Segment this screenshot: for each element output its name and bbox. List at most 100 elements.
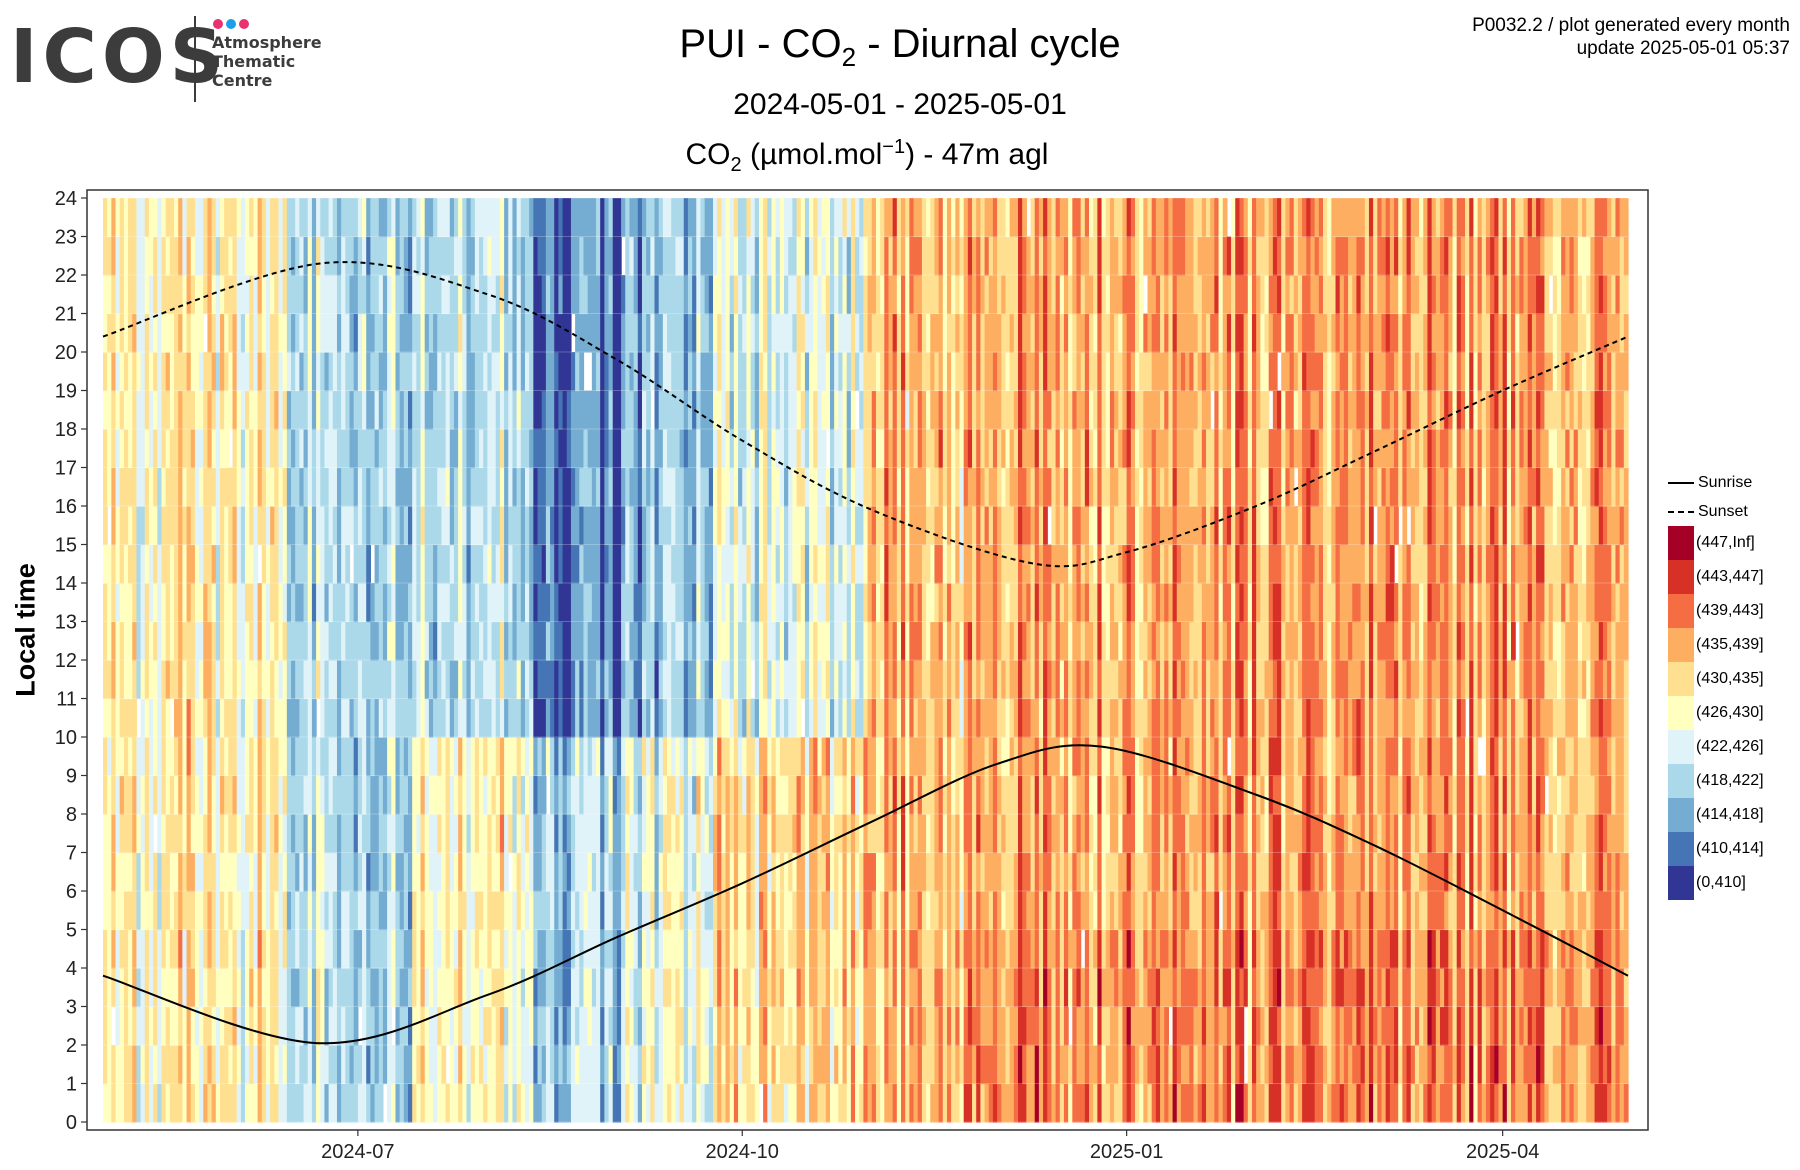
heatmap-cell (896, 814, 902, 854)
heatmap-cell (942, 506, 948, 546)
heatmap-cell (850, 1083, 856, 1123)
heatmap-cell (850, 852, 856, 892)
heatmap-cell (562, 968, 568, 1008)
heatmap-cell (445, 544, 451, 584)
heatmap-cell (286, 621, 292, 661)
heatmap-cell (687, 313, 693, 353)
heatmap-cell (888, 891, 894, 931)
heatmap-cell (433, 852, 438, 892)
heatmap-cell (357, 1045, 363, 1085)
heatmap-cell (186, 198, 192, 238)
heatmap-cell (566, 1083, 572, 1123)
heatmap-cell (111, 698, 117, 738)
heatmap-cell (487, 814, 493, 854)
heatmap-cell (570, 698, 576, 738)
heatmap-cell (888, 968, 894, 1008)
heatmap-cell (667, 852, 672, 892)
heatmap-cell (896, 583, 902, 623)
heatmap-cell (107, 775, 112, 815)
heatmap-cell (512, 737, 518, 777)
heatmap-cell (165, 429, 171, 469)
heatmap-cell (767, 775, 773, 815)
heatmap-cell (758, 737, 764, 777)
heatmap-cell (825, 775, 831, 815)
heatmap-cell (967, 775, 973, 815)
heatmap-cell (148, 275, 154, 315)
heatmap-cell (186, 390, 192, 430)
heatmap-cell (771, 737, 777, 777)
heatmap-cell (362, 698, 367, 738)
heatmap-cell (901, 1006, 906, 1046)
heatmap-cell (792, 929, 798, 969)
heatmap-cell (249, 198, 255, 238)
heatmap-cell (713, 1083, 718, 1123)
heatmap-cell (779, 1045, 785, 1085)
heatmap-cell (445, 737, 451, 777)
heatmap-cell (896, 1006, 902, 1046)
heatmap-cell (107, 621, 112, 661)
heatmap-cell (257, 891, 263, 931)
heatmap-cell (934, 1006, 940, 1046)
heatmap-cell (103, 506, 108, 546)
heatmap-cell (157, 1045, 163, 1085)
heatmap-cell (132, 544, 138, 584)
heatmap-cell (316, 891, 321, 931)
heatmap-cell (207, 737, 213, 777)
heatmap-cell (370, 621, 376, 661)
heatmap-cell (291, 313, 296, 353)
heatmap-cell (566, 891, 572, 931)
heatmap-cell (796, 467, 802, 507)
heatmap-cell (115, 968, 121, 1008)
heatmap-cell (825, 660, 831, 700)
heatmap-cell (629, 352, 635, 392)
heatmap-cell (717, 1083, 722, 1123)
heatmap-cell (224, 968, 229, 1008)
heatmap-cell (779, 737, 785, 777)
heatmap-cell (579, 467, 585, 507)
heatmap-cell (704, 1006, 710, 1046)
heatmap-cell (111, 236, 117, 276)
heatmap-cell (629, 275, 635, 315)
heatmap-cell (750, 891, 756, 931)
heatmap-cell (282, 660, 288, 700)
heatmap-cell (253, 544, 259, 584)
heatmap-cell (328, 1083, 334, 1123)
heatmap-cell (667, 236, 672, 276)
heatmap-cell (754, 968, 760, 1008)
heatmap-cell (445, 352, 451, 392)
heatmap-cell (955, 660, 961, 700)
heatmap-cell (838, 660, 844, 700)
heatmap-cell (662, 660, 668, 700)
heatmap-cell (842, 390, 848, 430)
heatmap-cell (867, 352, 873, 392)
heatmap-cell (245, 275, 250, 315)
heatmap-cell (696, 852, 702, 892)
heatmap-cell (512, 467, 518, 507)
heatmap-cell (119, 506, 125, 546)
heatmap-cell (516, 698, 522, 738)
heatmap-cell (867, 814, 873, 854)
heatmap-cell (963, 852, 969, 892)
heatmap-cell (855, 968, 860, 1008)
heatmap-cell (721, 891, 727, 931)
heatmap-cell (679, 1083, 685, 1123)
heatmap-cell (583, 737, 589, 777)
heatmap-cell (713, 1006, 718, 1046)
heatmap-cell (295, 660, 300, 700)
heatmap-cell (282, 775, 288, 815)
heatmap-cell (533, 1006, 539, 1046)
heatmap-cell (641, 506, 647, 546)
heatmap-cell (128, 775, 133, 815)
heatmap-cell (545, 506, 551, 546)
heatmap-cell (917, 621, 923, 661)
heatmap-cell (784, 698, 789, 738)
heatmap-cell (880, 1006, 885, 1046)
heatmap-cell (875, 698, 881, 738)
heatmap-cell (123, 814, 129, 854)
heatmap-cell (458, 660, 463, 700)
heatmap-cell (194, 1045, 200, 1085)
heatmap-cell (479, 429, 484, 469)
heatmap-cell (211, 660, 217, 700)
heatmap-cell (633, 968, 639, 1008)
heatmap-cell (625, 352, 631, 392)
